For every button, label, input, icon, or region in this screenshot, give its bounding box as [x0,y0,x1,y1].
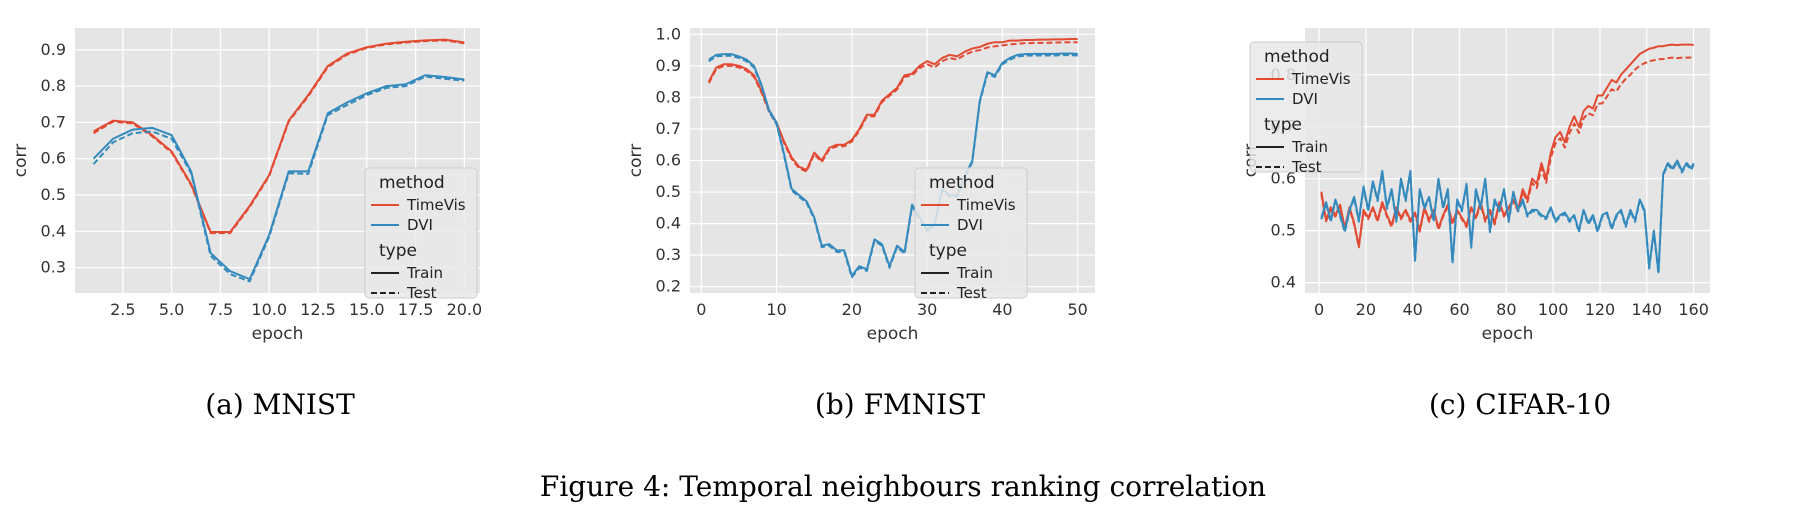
y-tick-label: 0.8 [656,87,681,106]
x-tick-label: 12.5 [300,300,336,319]
legend-item-timevis: TimeVis [956,196,1016,214]
y-tick-label: 0.3 [656,245,681,264]
x-tick-label: 50 [1068,300,1088,319]
series-line-timevis-test [93,39,465,235]
series-line-timevis-test [1320,56,1694,249]
legend-method-title: method [929,173,995,193]
y-tick-label: 0.4 [656,214,681,233]
x-tick-label: 140 [1632,300,1663,319]
legend: method TimeVis DVI type Train Test [1249,41,1363,176]
x-tick-label: 7.5 [208,300,233,319]
y-tick-label: 0.3 [41,258,66,277]
chart-mnist: 2.5 5.0 7.5 10.0 12.5 15.0 17.5 20.0 0.3 0.4 0.5 0.… [11,28,483,344]
x-axis-label: epoch [252,324,304,344]
chart-panel-cifar10: 0204060801001201401600.40.50.60.70.8epoc… [1240,18,1806,378]
x-tick-label: 10.0 [251,300,287,319]
y-axis-label: corr [626,144,646,177]
x-tick-label: 10 [766,300,786,319]
y-tick-label: 0.6 [1271,169,1296,188]
y-tick-label: 0.4 [41,221,66,240]
x-axis-label: epoch [1482,324,1534,344]
x-tick-label: 40 [992,300,1012,319]
y-tick-label: 0.5 [41,185,66,204]
legend-item-dvi: DVI [407,216,433,234]
x-tick-label: 17.5 [398,300,434,319]
legend-type-title: type [929,241,967,261]
y-tick-label: 1.0 [656,24,681,43]
legend: method TimeVis DVI type Train Test [914,167,1028,302]
chart-panel-fmnist: 0 10 20 30 40 50 0.2 0.3 0.4 0.5 0.6 0.7 0.8 0.9 1.0 ep… [625,18,1225,378]
x-tick-label: 80 [1496,300,1516,319]
y-tick-label: 0.6 [41,149,66,168]
legend-method-title: method [1264,47,1330,67]
y-tick-label: 0.7 [41,112,66,131]
series-line-dvi-test [708,54,1078,279]
chart-cifar10: 0204060801001201401600.40.50.60.70.8epoc… [1241,28,1710,344]
series-lines [707,38,1078,279]
x-tick-label: 20.0 [447,300,483,319]
chart-panel-mnist: 2.5 5.0 7.5 10.0 12.5 15.0 17.5 20.0 0.3 0.4 0.5 0.… [10,18,610,378]
caption-cifar10: (c) CIFAR-10 [1428,388,1612,421]
x-tick-label: 0 [1314,300,1324,319]
y-tick-label: 0.8 [41,76,66,95]
legend-type-title: type [1264,115,1302,135]
y-tick-label: 0.5 [656,182,681,201]
legend-item-test: Test [1291,158,1322,176]
series-line-timevis-test [707,41,1078,173]
legend-item-train: Train [956,264,993,282]
legend-method-title: method [379,173,445,193]
grid [1305,28,1710,293]
y-tick-label: 0.6 [656,151,681,170]
plot-background [1305,28,1710,293]
x-tick-label: 2.5 [110,300,135,319]
x-tick-label: 15.0 [349,300,385,319]
legend-box [364,167,478,299]
legend-item-train: Train [406,264,443,282]
caption-mnist: (a) MNIST [205,388,355,421]
y-tick-label: 0.2 [656,277,681,296]
legend-item-timevis: TimeVis [1291,70,1351,88]
series-line-dvi-test [92,75,465,283]
legend-item-test: Test [406,284,437,302]
caption-fmnist: (b) FMNIST [814,388,986,421]
x-tick-label: 5.0 [159,300,184,319]
y-tick-label: 0.9 [41,40,66,59]
legend-item-test: Test [956,284,987,302]
x-tick-label: 20 [1356,300,1376,319]
legend: method TimeVis DVI type Train Test [364,167,478,302]
chart-fmnist: 0 10 20 30 40 50 0.2 0.3 0.4 0.5 0.6 0.7 0.8 0.9 1.0 ep… [626,24,1095,344]
x-tick-label: 20 [842,300,862,319]
series-lines [1320,43,1695,275]
legend-box [1249,41,1363,173]
x-axis-label: epoch [867,324,919,344]
x-tick-label: 120 [1585,300,1616,319]
y-tick-label: 0.7 [656,119,681,138]
y-tick-label: 0.5 [1271,221,1296,240]
y-tick-label: 0.9 [656,56,681,75]
legend-item-dvi: DVI [957,216,983,234]
series-lines [92,38,465,283]
x-tick-label: 40 [1403,300,1423,319]
legend-type-title: type [379,241,417,261]
y-tick-label: 0.4 [1271,273,1296,292]
x-tick-label: 30 [917,300,937,319]
x-tick-label: 160 [1678,300,1709,319]
x-tick-label: 100 [1538,300,1569,319]
legend-item-timevis: TimeVis [406,196,466,214]
figure-caption: Figure 4: Temporal neighbours ranking co… [539,470,1267,503]
y-axis-label: corr [11,144,31,177]
x-tick-label: 60 [1449,300,1469,319]
legend-item-dvi: DVI [1292,90,1318,108]
series-line-dvi-test [1320,161,1695,275]
x-tick-label: 0 [696,300,706,319]
legend-item-train: Train [1291,138,1328,156]
legend-box [914,167,1028,299]
